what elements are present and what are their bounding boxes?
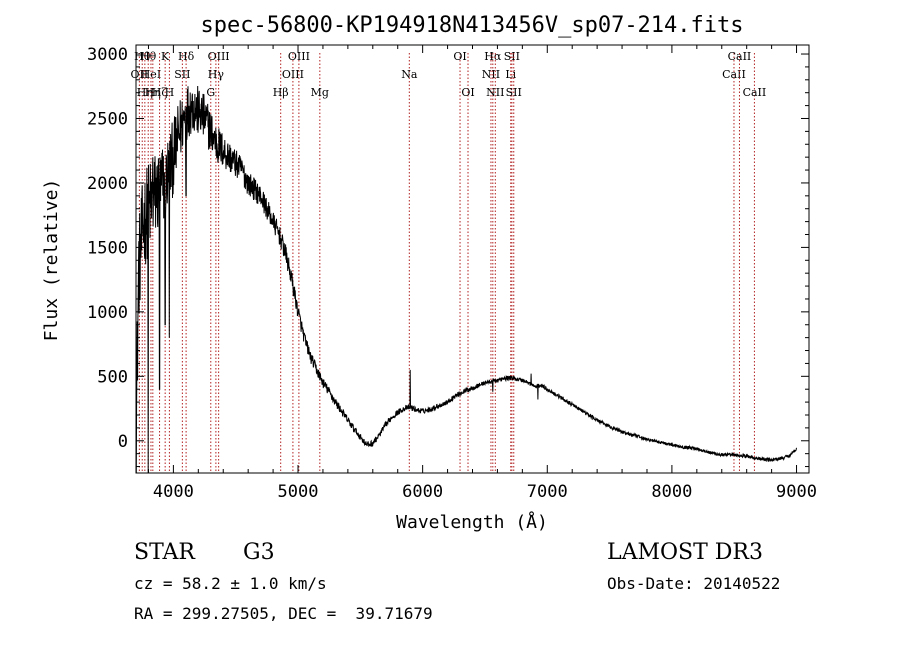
x-tick-label: 9000 [776,482,817,502]
reference-line-label: SII [506,86,522,99]
y-tick-label: 500 [97,367,128,387]
reference-line-label: OI [453,50,466,63]
x-tick-label: 5000 [278,482,319,502]
spectral-subclass: G3 [243,540,275,565]
y-tick-label: 3000 [87,45,128,65]
x-tick-label: 7000 [527,482,568,502]
reference-line-label: G [206,86,215,99]
reference-line-label: SII [174,68,190,81]
spectrum-line [135,85,797,474]
object-class: STAR [134,540,195,565]
y-tick-label: 1000 [87,303,128,323]
reference-line-label: Hθ [134,50,151,63]
reference-line-label: OI [461,86,474,99]
x-axis: 4000 5000 6000 7000 8000 9000 [147,45,817,502]
chart-title: spec-56800-KP194918N413456V_sp07-214.fit… [200,13,743,38]
reference-line-label: Hα [484,50,502,63]
reference-line-label: Hη [137,86,153,99]
y-tick-label: 2000 [87,174,128,194]
y-tick-label: 1500 [87,238,128,258]
reference-line-label: NII [486,86,504,99]
reference-line-label: Hη [145,86,161,99]
reference-line-label: K [161,50,170,63]
x-tick-label: 6000 [402,482,443,502]
reference-line-label: Hζ [152,86,168,99]
y-axis: 0 500 1000 1500 2000 2500 3000 [87,45,809,468]
x-tick-label: 8000 [651,482,692,502]
y-tick-label: 2500 [87,109,128,129]
reference-line-label: HeI [141,68,161,81]
reference-line-label: Hγ [208,68,225,81]
y-axis-label: Flux (relative) [41,179,62,342]
reference-line-label: Li [505,68,516,81]
obs-date: Obs-Date: 20140522 [607,574,781,593]
reference-line-label: SII [504,50,520,63]
reference-line-label: OIII [288,50,310,63]
reference-line-label: OIII [208,50,230,63]
reference-line-label: CaII [728,50,752,63]
plot-frame [135,44,810,474]
redshift-value: cz = 58.2 ± 1.0 km/s [134,574,327,593]
x-axis-label: Wavelength (Å) [396,511,548,533]
reference-line-label: Hδ [178,50,195,63]
reference-line-label: CaII [743,86,767,99]
reference-line-label: OII [131,68,149,81]
reference-line-label: OIII [282,68,304,81]
reference-line-label: NII [482,68,500,81]
coordinates: RA = 299.27505, DEC = 39.71679 [134,604,433,623]
reference-line-label: H [165,86,175,99]
reference-line-label: Hθ [140,50,157,63]
survey-label: LAMOST DR3 [607,540,763,565]
reference-line-label: Hβ [273,86,289,99]
reference-line-label: Na [401,68,418,81]
reference-line-label: CaII [722,68,746,81]
y-tick-label: 0 [118,432,128,452]
x-tick-label: 4000 [153,482,194,502]
reference-line-label: Mg [311,86,329,99]
